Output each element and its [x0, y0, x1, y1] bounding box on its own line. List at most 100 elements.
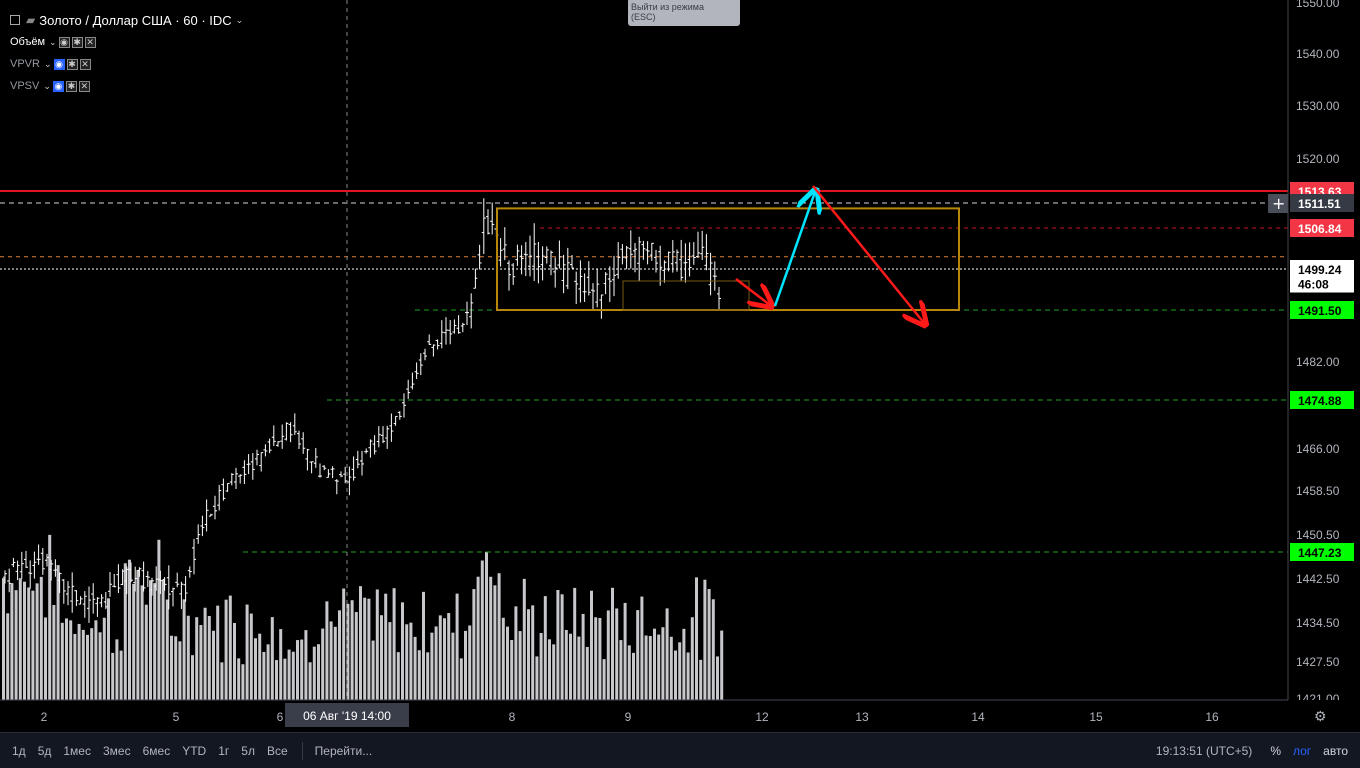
volume-bar: [707, 589, 711, 700]
volume-bar: [296, 640, 299, 700]
symbol-row[interactable]: ▰ Золото / Доллар США · 60 · IDC ⌄: [10, 9, 243, 31]
volume-bar: [207, 615, 211, 700]
time-tick-label: 13: [855, 710, 869, 724]
volume-bar: [10, 583, 14, 700]
gear-icon[interactable]: ✱: [66, 58, 78, 70]
volume-bar: [480, 560, 484, 700]
range-5y[interactable]: 5л: [241, 743, 255, 758]
volume-bar: [56, 565, 60, 700]
volume-bar: [371, 640, 375, 700]
range-3m[interactable]: 3мес: [102, 743, 131, 758]
volume-bar: [426, 652, 430, 700]
range-all[interactable]: Все: [266, 743, 288, 758]
volume-bar: [560, 594, 564, 700]
volume-bar: [514, 606, 518, 700]
indicator-vpvr[interactable]: VPVR ⌄ ◉ ✱ ✕: [10, 53, 243, 75]
chevron-down-icon[interactable]: ⌄: [43, 58, 52, 69]
volume-bar: [556, 590, 560, 700]
time-tick-label: 2: [41, 710, 48, 724]
eye-icon[interactable]: ◉: [53, 58, 65, 70]
volume-bar: [2, 578, 5, 700]
price-label: 1511.51: [1298, 197, 1341, 211]
range-1m[interactable]: 1мес: [63, 743, 91, 758]
volume-bar: [363, 597, 367, 700]
indicator-volume[interactable]: Объём ⌄ ◉ ✱ ✕: [10, 31, 243, 53]
settings-gear-icon[interactable]: ⚙: [1314, 708, 1327, 724]
range-6m[interactable]: 6мес: [142, 743, 171, 758]
crosshair-time-bg: [285, 703, 409, 727]
crosshair-time-label: 06 Авг '19 14:00: [303, 709, 391, 723]
volume-bar: [464, 630, 467, 700]
gear-icon[interactable]: ✱: [65, 80, 77, 92]
volume-bar: [312, 646, 316, 700]
volume-bar: [569, 633, 572, 700]
volume-bar: [711, 599, 715, 700]
eye-icon[interactable]: ◉: [58, 36, 70, 48]
esc-hint-text: Выйти из режима: [631, 2, 704, 12]
range-ytd[interactable]: YTD: [182, 743, 207, 758]
volume-bar: [216, 605, 220, 700]
auto-toggle[interactable]: авто: [1323, 743, 1348, 758]
price-label-bg: [1290, 194, 1354, 212]
chevron-down-icon[interactable]: ⌄: [49, 36, 57, 47]
volume-bar: [241, 664, 245, 700]
price-tick-label: 1520.00: [1296, 152, 1340, 166]
crosshair-plus-bg: [1268, 194, 1288, 213]
volume-bar: [501, 617, 505, 700]
time-axis: 2 5 6 8 9 12 13 14 15 16 06 Авг '19 14:00: [0, 699, 1360, 732]
gear-icon[interactable]: ✱: [71, 36, 83, 48]
indicator-label: Объём: [10, 36, 46, 48]
volume-bar: [186, 615, 190, 700]
volume-bar: [380, 615, 383, 700]
price-label: 1474.88: [1298, 394, 1342, 408]
volume-bar: [577, 636, 581, 700]
eye-icon[interactable]: ◉: [52, 80, 64, 92]
volume-bar: [539, 633, 543, 700]
volume-bar: [60, 622, 64, 700]
chevron-down-icon[interactable]: ⌄: [43, 80, 51, 91]
volume-bar: [77, 623, 81, 700]
price-tick-label: 1482.00: [1296, 355, 1340, 369]
range-1y[interactable]: 1г: [218, 743, 230, 758]
price-label-bg: [1290, 391, 1354, 409]
log-toggle[interactable]: лог: [1292, 743, 1312, 758]
price-tick-label: 1450.50: [1296, 528, 1340, 542]
close-icon[interactable]: ✕: [78, 80, 90, 92]
indicator-vpsv[interactable]: VPSV ⌄ ◉ ✱ ✕: [10, 75, 243, 97]
volume-bar: [518, 631, 522, 700]
inner-box: [622, 280, 750, 311]
volume-bar: [111, 652, 115, 700]
range-1d[interactable]: 1д: [12, 743, 26, 758]
volume-bar: [27, 587, 31, 700]
goto-button[interactable]: Перейти...: [314, 743, 373, 758]
volume-bar: [157, 539, 161, 700]
collapse-icon[interactable]: [10, 15, 20, 25]
volume-bar: [94, 620, 98, 700]
range-5d[interactable]: 5д: [37, 743, 52, 758]
volume-bar: [703, 579, 707, 700]
symbol-title[interactable]: Золото / Доллар США · 60 · IDC: [39, 12, 232, 28]
close-icon[interactable]: ✕: [84, 36, 96, 48]
chevron-down-icon[interactable]: ⌄: [235, 14, 244, 25]
volume-bar: [107, 598, 110, 700]
volume-bar: [90, 628, 94, 700]
volume-bar: [291, 651, 295, 700]
volume-bar: [153, 583, 157, 700]
price-chart[interactable]: 1550.00 1540.00 1530.00 1520.00 1482.00 1466.…: [0, 0, 1360, 732]
volume-bar: [438, 615, 442, 700]
volume-bar: [443, 618, 446, 700]
volume-bar: [720, 630, 724, 700]
esc-hint-key: (ESC): [631, 12, 656, 22]
volume-bar: [254, 638, 257, 700]
divider: [301, 741, 303, 760]
volume-bar: [623, 602, 627, 700]
volume-bar: [73, 633, 77, 700]
time-tick-label: 14: [971, 710, 985, 724]
volume-bar: [18, 578, 22, 700]
volume-bar: [619, 640, 623, 700]
price-label: 1491.50: [1298, 304, 1342, 318]
volume-bar: [686, 652, 690, 700]
percent-toggle[interactable]: %: [1270, 743, 1281, 758]
exit-fullscreen-hint[interactable]: Выйти из режима (ESC): [628, 0, 740, 26]
close-icon[interactable]: ✕: [79, 58, 91, 70]
